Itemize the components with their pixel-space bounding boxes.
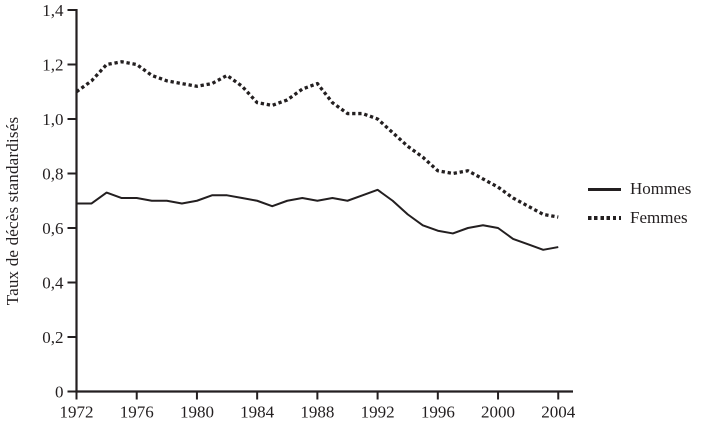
legend-label-hommes: Hommes <box>630 179 692 198</box>
x-tick-label: 2004 <box>541 403 576 422</box>
legend-item-hommes: Hommes <box>588 178 691 200</box>
x-tick-label: 1984 <box>240 403 275 422</box>
y-tick-label: 1,4 <box>42 1 64 20</box>
y-tick-label: 1,2 <box>42 56 63 75</box>
y-tick-label: 1,0 <box>42 110 63 129</box>
x-tick-label: 1992 <box>361 403 395 422</box>
legend-item-femmes: Femmes <box>588 207 691 229</box>
y-tick-label: 0,2 <box>42 328 63 347</box>
x-tick-label: 1976 <box>120 403 154 422</box>
x-tick-label: 1996 <box>421 403 455 422</box>
series-line-femmes <box>75 60 559 219</box>
dotted-line-swatch <box>588 216 621 220</box>
y-axis-title: Taux de décès standardisés <box>3 116 22 306</box>
x-tick-label: 1980 <box>180 403 214 422</box>
y-tick-label: 0,8 <box>42 165 63 184</box>
legend-label-femmes: Femmes <box>630 208 688 227</box>
y-tick-label: 0,4 <box>42 274 64 293</box>
x-tick-label: 1988 <box>300 403 334 422</box>
y-tick-label: 0 <box>55 383 64 402</box>
legend: Hommes Femmes <box>588 178 691 229</box>
y-tick-label: 0,6 <box>42 219 63 238</box>
x-tick-label: 1972 <box>60 403 94 422</box>
x-tick-label: 2000 <box>481 403 515 422</box>
solid-line-swatch <box>588 187 621 191</box>
series-line-hommes <box>76 188 559 251</box>
